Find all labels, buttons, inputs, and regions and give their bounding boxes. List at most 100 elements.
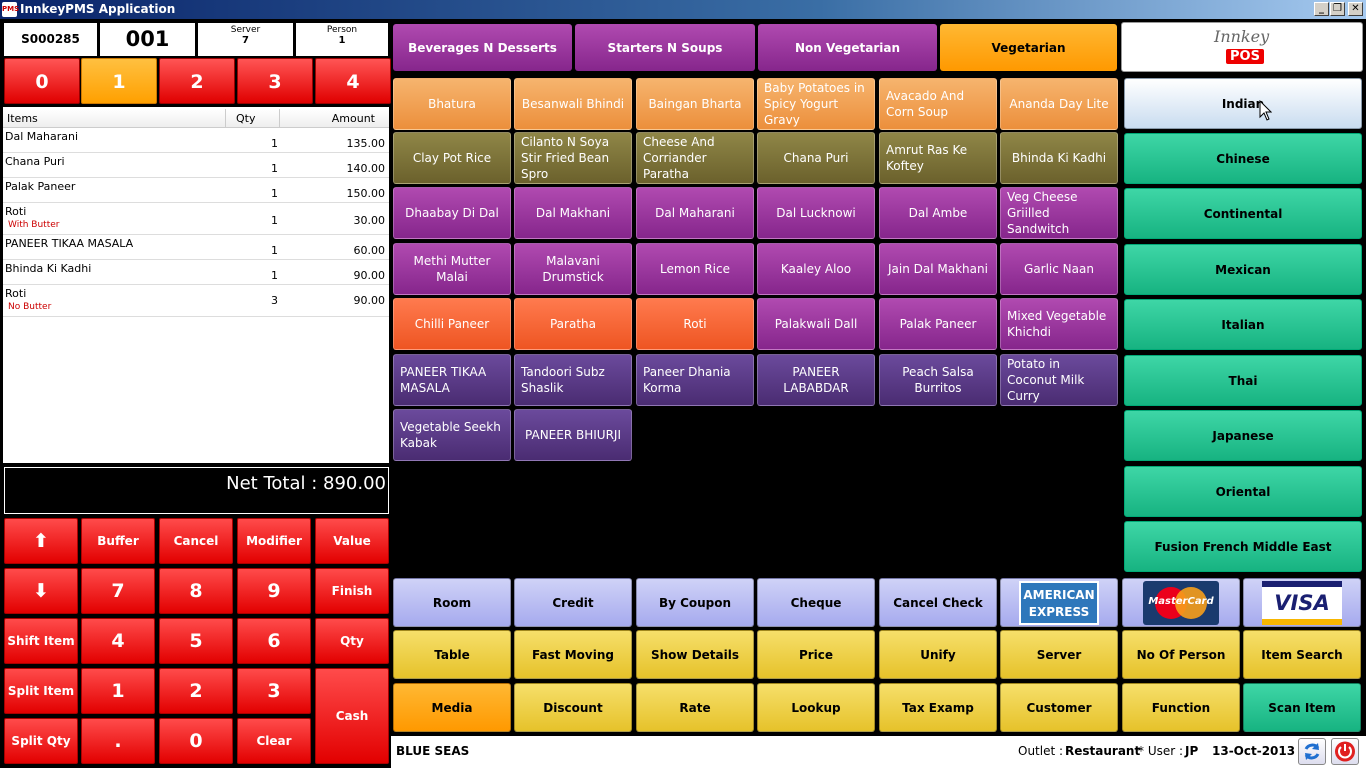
- menu-item[interactable]: Amrut Ras Ke Koftey: [879, 132, 997, 184]
- menu-item[interactable]: Chilli Paneer: [393, 298, 511, 350]
- key-8[interactable]: 8: [159, 568, 233, 614]
- table-button[interactable]: Table: [393, 630, 511, 679]
- show-details-button[interactable]: Show Details: [636, 630, 754, 679]
- menu-item[interactable]: PANEER LABABDAR: [757, 354, 875, 406]
- menu-item[interactable]: Paneer Dhania Korma: [636, 354, 754, 406]
- cuisine-italian[interactable]: Italian: [1124, 299, 1362, 350]
- rate-button[interactable]: Rate: [636, 683, 754, 732]
- lookup-button[interactable]: Lookup: [757, 683, 875, 732]
- shift-item-button[interactable]: Shift Item: [4, 618, 78, 664]
- key-0[interactable]: 0: [159, 718, 233, 764]
- category-vegetarian[interactable]: Vegetarian: [940, 24, 1117, 71]
- menu-item[interactable]: Lemon Rice: [636, 243, 754, 295]
- cancel-button[interactable]: Cancel: [159, 518, 233, 564]
- menu-item[interactable]: Bhinda Ki Kadhi: [1000, 132, 1118, 184]
- order-row[interactable]: Roti No Butter 3 90.00: [3, 285, 389, 317]
- order-row[interactable]: Chana Puri 1 140.00: [3, 153, 389, 178]
- menu-item[interactable]: Avacado And Corn Soup: [879, 78, 997, 130]
- key-dot[interactable]: .: [81, 718, 155, 764]
- close-button[interactable]: ✕: [1348, 2, 1363, 16]
- split-qty-button[interactable]: Split Qty: [4, 718, 78, 764]
- menu-item[interactable]: Clay Pot Rice: [393, 132, 511, 184]
- credit-button[interactable]: Credit: [514, 578, 632, 627]
- cuisine-thai[interactable]: Thai: [1124, 355, 1362, 406]
- order-row[interactable]: Bhinda Ki Kadhi 1 90.00: [3, 260, 389, 285]
- menu-item[interactable]: Baingan Bharta: [636, 78, 754, 130]
- key-7[interactable]: 7: [81, 568, 155, 614]
- person-box[interactable]: Person 1: [295, 22, 389, 57]
- key-9[interactable]: 9: [237, 568, 311, 614]
- buffer-button[interactable]: Buffer: [81, 518, 155, 564]
- menu-item[interactable]: Baby Potatoes in Spicy Yogurt Gravy: [757, 78, 875, 130]
- menu-item[interactable]: Jain Dal Makhani: [879, 243, 997, 295]
- menu-item[interactable]: Dal Maharani: [636, 187, 754, 239]
- power-button[interactable]: [1331, 738, 1359, 765]
- category-beverages[interactable]: Beverages N Desserts: [393, 24, 572, 71]
- menu-item[interactable]: Dal Lucknowi: [757, 187, 875, 239]
- cuisine-indian[interactable]: Indian: [1124, 78, 1362, 129]
- menu-item[interactable]: PANEER BHIURJI: [514, 409, 632, 461]
- item-search-button[interactable]: Item Search: [1243, 630, 1361, 679]
- cuisine-oriental[interactable]: Oriental: [1124, 466, 1362, 517]
- menu-item[interactable]: Roti: [636, 298, 754, 350]
- menu-item[interactable]: Dal Ambe: [879, 187, 997, 239]
- qty-button[interactable]: Qty: [315, 618, 389, 664]
- key-4[interactable]: 4: [81, 618, 155, 664]
- table-tab-1[interactable]: 1: [81, 58, 157, 104]
- menu-item[interactable]: Paratha: [514, 298, 632, 350]
- no-of-person-button[interactable]: No Of Person: [1122, 630, 1240, 679]
- cuisine-mexican[interactable]: Mexican: [1124, 244, 1362, 295]
- clear-button[interactable]: Clear: [237, 718, 311, 764]
- value-button[interactable]: Value: [315, 518, 389, 564]
- order-row[interactable]: Roti With Butter 1 30.00: [3, 203, 389, 235]
- table-tab-2[interactable]: 2: [159, 58, 235, 104]
- menu-item[interactable]: Chana Puri: [757, 132, 875, 184]
- cuisine-continental[interactable]: Continental: [1124, 188, 1362, 239]
- modifier-button[interactable]: Modifier: [237, 518, 311, 564]
- menu-item[interactable]: Besanwali Bhindi: [514, 78, 632, 130]
- arrow-up-button[interactable]: ⬆: [4, 518, 78, 564]
- discount-button[interactable]: Discount: [514, 683, 632, 732]
- order-row[interactable]: PANEER TIKAA MASALA 1 60.00: [3, 235, 389, 260]
- menu-item[interactable]: Veg Cheese Griilled Sandwitch: [1000, 187, 1118, 239]
- cuisine-fusion[interactable]: Fusion French Middle East: [1124, 521, 1362, 572]
- menu-item[interactable]: Dal Makhani: [514, 187, 632, 239]
- menu-item[interactable]: Peach Salsa Burritos: [879, 354, 997, 406]
- cancel-check-button[interactable]: Cancel Check: [879, 578, 997, 627]
- unify-button[interactable]: Unify: [879, 630, 997, 679]
- menu-item[interactable]: Dhaabay Di Dal: [393, 187, 511, 239]
- table-tab-3[interactable]: 3: [237, 58, 313, 104]
- menu-item[interactable]: Vegetable Seekh Kabak: [393, 409, 511, 461]
- finish-button[interactable]: Finish: [315, 568, 389, 614]
- menu-item[interactable]: Palak Paneer: [879, 298, 997, 350]
- mastercard-button[interactable]: MasterCard: [1122, 578, 1240, 627]
- category-non-veg[interactable]: Non Vegetarian: [758, 24, 937, 71]
- function-button[interactable]: Function: [1122, 683, 1240, 732]
- menu-item[interactable]: Ananda Day Lite: [1000, 78, 1118, 130]
- customer-button[interactable]: Customer: [1000, 683, 1118, 732]
- menu-item[interactable]: Cheese And Corriander Paratha: [636, 132, 754, 184]
- room-button[interactable]: Room: [393, 578, 511, 627]
- order-row[interactable]: Palak Paneer 1 150.00: [3, 178, 389, 203]
- cuisine-chinese[interactable]: Chinese: [1124, 133, 1362, 184]
- menu-item[interactable]: Bhatura: [393, 78, 511, 130]
- by-coupon-button[interactable]: By Coupon: [636, 578, 754, 627]
- order-row[interactable]: Dal Maharani 1 135.00: [3, 128, 389, 153]
- menu-item[interactable]: Malavani Drumstick: [514, 243, 632, 295]
- menu-item[interactable]: Mixed Vegetable Khichdi: [1000, 298, 1118, 350]
- menu-item[interactable]: Kaaley Aloo: [757, 243, 875, 295]
- key-2[interactable]: 2: [159, 668, 233, 714]
- split-item-button[interactable]: Split Item: [4, 668, 78, 714]
- visa-button[interactable]: VISA: [1243, 578, 1361, 627]
- table-tab-0[interactable]: 0: [4, 58, 80, 104]
- arrow-down-button[interactable]: ⬇: [4, 568, 78, 614]
- menu-item[interactable]: Potato in Coconut Milk Curry: [1000, 354, 1118, 406]
- scan-item-button[interactable]: Scan Item: [1243, 683, 1361, 732]
- menu-item[interactable]: Palakwali Dall: [757, 298, 875, 350]
- fast-moving-button[interactable]: Fast Moving: [514, 630, 632, 679]
- key-5[interactable]: 5: [159, 618, 233, 664]
- cheque-button[interactable]: Cheque: [757, 578, 875, 627]
- category-starters[interactable]: Starters N Soups: [575, 24, 755, 71]
- server-box[interactable]: Server 7: [197, 22, 294, 57]
- key-3[interactable]: 3: [237, 668, 311, 714]
